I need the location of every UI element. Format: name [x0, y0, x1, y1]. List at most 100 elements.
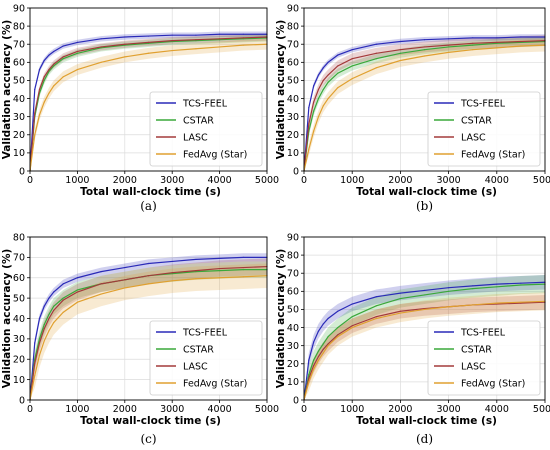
- data-point-fedavg-star: [219, 277, 221, 279]
- data-point-lasc: [147, 41, 150, 44]
- data-point-cstar: [43, 79, 45, 82]
- data-point-lasc: [100, 283, 102, 285]
- data-point-lasc: [472, 42, 474, 44]
- data-point-fedavg-star: [242, 44, 244, 46]
- y-tick-label: 80: [287, 250, 299, 261]
- data-point-tcs-feel: [76, 277, 78, 279]
- data-point-fedavg-star: [124, 56, 126, 58]
- data-point-tcs-feel: [351, 49, 353, 51]
- legend: TCS-FEEL CSTAR LASC FedAvg (Star): [427, 320, 541, 396]
- data-point-lasc: [62, 299, 64, 301]
- x-tick-label: 3000: [160, 175, 184, 186]
- panel-caption: (a): [140, 199, 157, 213]
- x-tick-label: 1000: [65, 175, 89, 186]
- data-point-lasc: [171, 40, 173, 42]
- x-axis-label: Total wall-clock time (s): [80, 186, 221, 198]
- data-point-fedavg-star: [472, 49, 474, 51]
- data-point-lasc: [38, 88, 41, 91]
- legend-label-lasc: LASC: [183, 362, 208, 373]
- data-point-lasc: [399, 310, 401, 312]
- series-line-tcs-feel: [29, 33, 267, 172]
- data-point-lasc: [171, 272, 173, 274]
- data-point-lasc: [124, 279, 126, 281]
- data-point-fedavg-star: [242, 276, 244, 278]
- y-tick-label: 10: [287, 148, 299, 159]
- data-point-cstar: [399, 52, 401, 54]
- data-point-tcs-feel: [399, 40, 401, 43]
- y-tick-label: 40: [287, 323, 299, 334]
- data-point-lasc: [327, 343, 329, 345]
- data-point-fedavg-star: [317, 116, 320, 118]
- data-point-cstar: [448, 46, 450, 48]
- data-point-cstar: [327, 336, 329, 338]
- data-point-tcs-feel: [147, 262, 150, 265]
- panel-caption: (c): [140, 432, 156, 446]
- data-point-cstar: [43, 324, 45, 326]
- x-tick-label: 2000: [113, 175, 137, 186]
- series-band-tcs-feel: [304, 275, 545, 400]
- y-tick-label: 90: [13, 3, 25, 14]
- data-point-fedavg-star: [100, 61, 102, 63]
- y-tick-label: 50: [13, 293, 25, 304]
- data-point-tcs-feel: [195, 34, 197, 36]
- y-axis-label: Validation accuracy (%): [275, 249, 287, 389]
- data-point-lasc: [313, 101, 315, 103]
- x-axis-label: Total wall-clock time (s): [356, 186, 497, 198]
- y-tick-label: 20: [287, 359, 299, 370]
- data-point-fedavg-star: [375, 317, 377, 320]
- y-tick-label: 80: [13, 21, 25, 32]
- data-point-tcs-feel: [48, 54, 50, 56]
- data-point-tcs-feel: [195, 258, 197, 261]
- data-point-fedavg-star: [34, 134, 36, 136]
- data-point-tcs-feel: [423, 39, 426, 41]
- y-tick-label: 40: [13, 94, 25, 105]
- x-tick-label: 1000: [340, 175, 364, 186]
- y-tick-label: 70: [287, 269, 299, 280]
- y-axis-label: Validation accuracy (%): [1, 20, 13, 160]
- data-point-tcs-feel: [53, 291, 55, 293]
- data-point-lasc: [242, 266, 244, 269]
- x-tick-label: 3000: [437, 404, 461, 415]
- data-point-fedavg-star: [53, 85, 55, 87]
- data-point-tcs-feel: [242, 256, 244, 258]
- data-point-cstar: [317, 97, 320, 100]
- data-point-lasc: [242, 37, 244, 39]
- legend-label-fedavg-star: FedAvg (Star): [461, 150, 525, 161]
- series-band-cstar: [304, 275, 545, 400]
- data-point-tcs-feel: [147, 35, 150, 37]
- legend-box: [149, 91, 263, 167]
- data-point-fedavg-star: [322, 105, 324, 107]
- series-line-lasc: [29, 36, 268, 172]
- data-point-fedavg-star: [496, 302, 498, 304]
- y-tick-label: 30: [13, 334, 25, 345]
- chart-panel-d: 0 10 20 30 40 50 60 70 80 90 0 1000 2000 3000 4000 5000…: [275, 232, 550, 446]
- y-tick-label: 50: [13, 76, 25, 87]
- data-point-fedavg-star: [317, 359, 320, 361]
- data-point-tcs-feel: [496, 283, 498, 285]
- series-line-cstar: [303, 283, 546, 401]
- data-point-lasc: [308, 377, 310, 379]
- series-line-tcs-feel: [29, 256, 267, 401]
- series-band-lasc: [30, 258, 267, 400]
- data-point-cstar: [423, 49, 426, 51]
- series-line-lasc: [29, 265, 268, 401]
- data-point-tcs-feel: [472, 285, 474, 287]
- data-point-tcs-feel: [313, 85, 315, 87]
- data-point-tcs-feel: [322, 323, 324, 325]
- data-point-fedavg-star: [351, 78, 353, 80]
- data-point-cstar: [448, 290, 450, 292]
- x-tick-label: 4000: [485, 175, 509, 186]
- data-point-lasc: [124, 43, 126, 45]
- data-point-tcs-feel: [38, 317, 41, 320]
- data-point-tcs-feel: [62, 283, 64, 285]
- data-point-tcs-feel: [327, 317, 329, 320]
- data-point-lasc: [76, 50, 78, 53]
- x-tick-label: 0: [27, 175, 33, 186]
- legend: TCS-FEEL CSTAR LASC FedAvg (Star): [149, 320, 263, 396]
- data-point-lasc: [34, 362, 36, 364]
- y-tick-label: 0: [19, 395, 25, 406]
- y-tick-label: 30: [13, 112, 25, 123]
- y-tick-label: 20: [13, 355, 25, 366]
- y-tick-label: 10: [13, 375, 25, 386]
- x-axis-label: Total wall-clock time (s): [356, 415, 497, 427]
